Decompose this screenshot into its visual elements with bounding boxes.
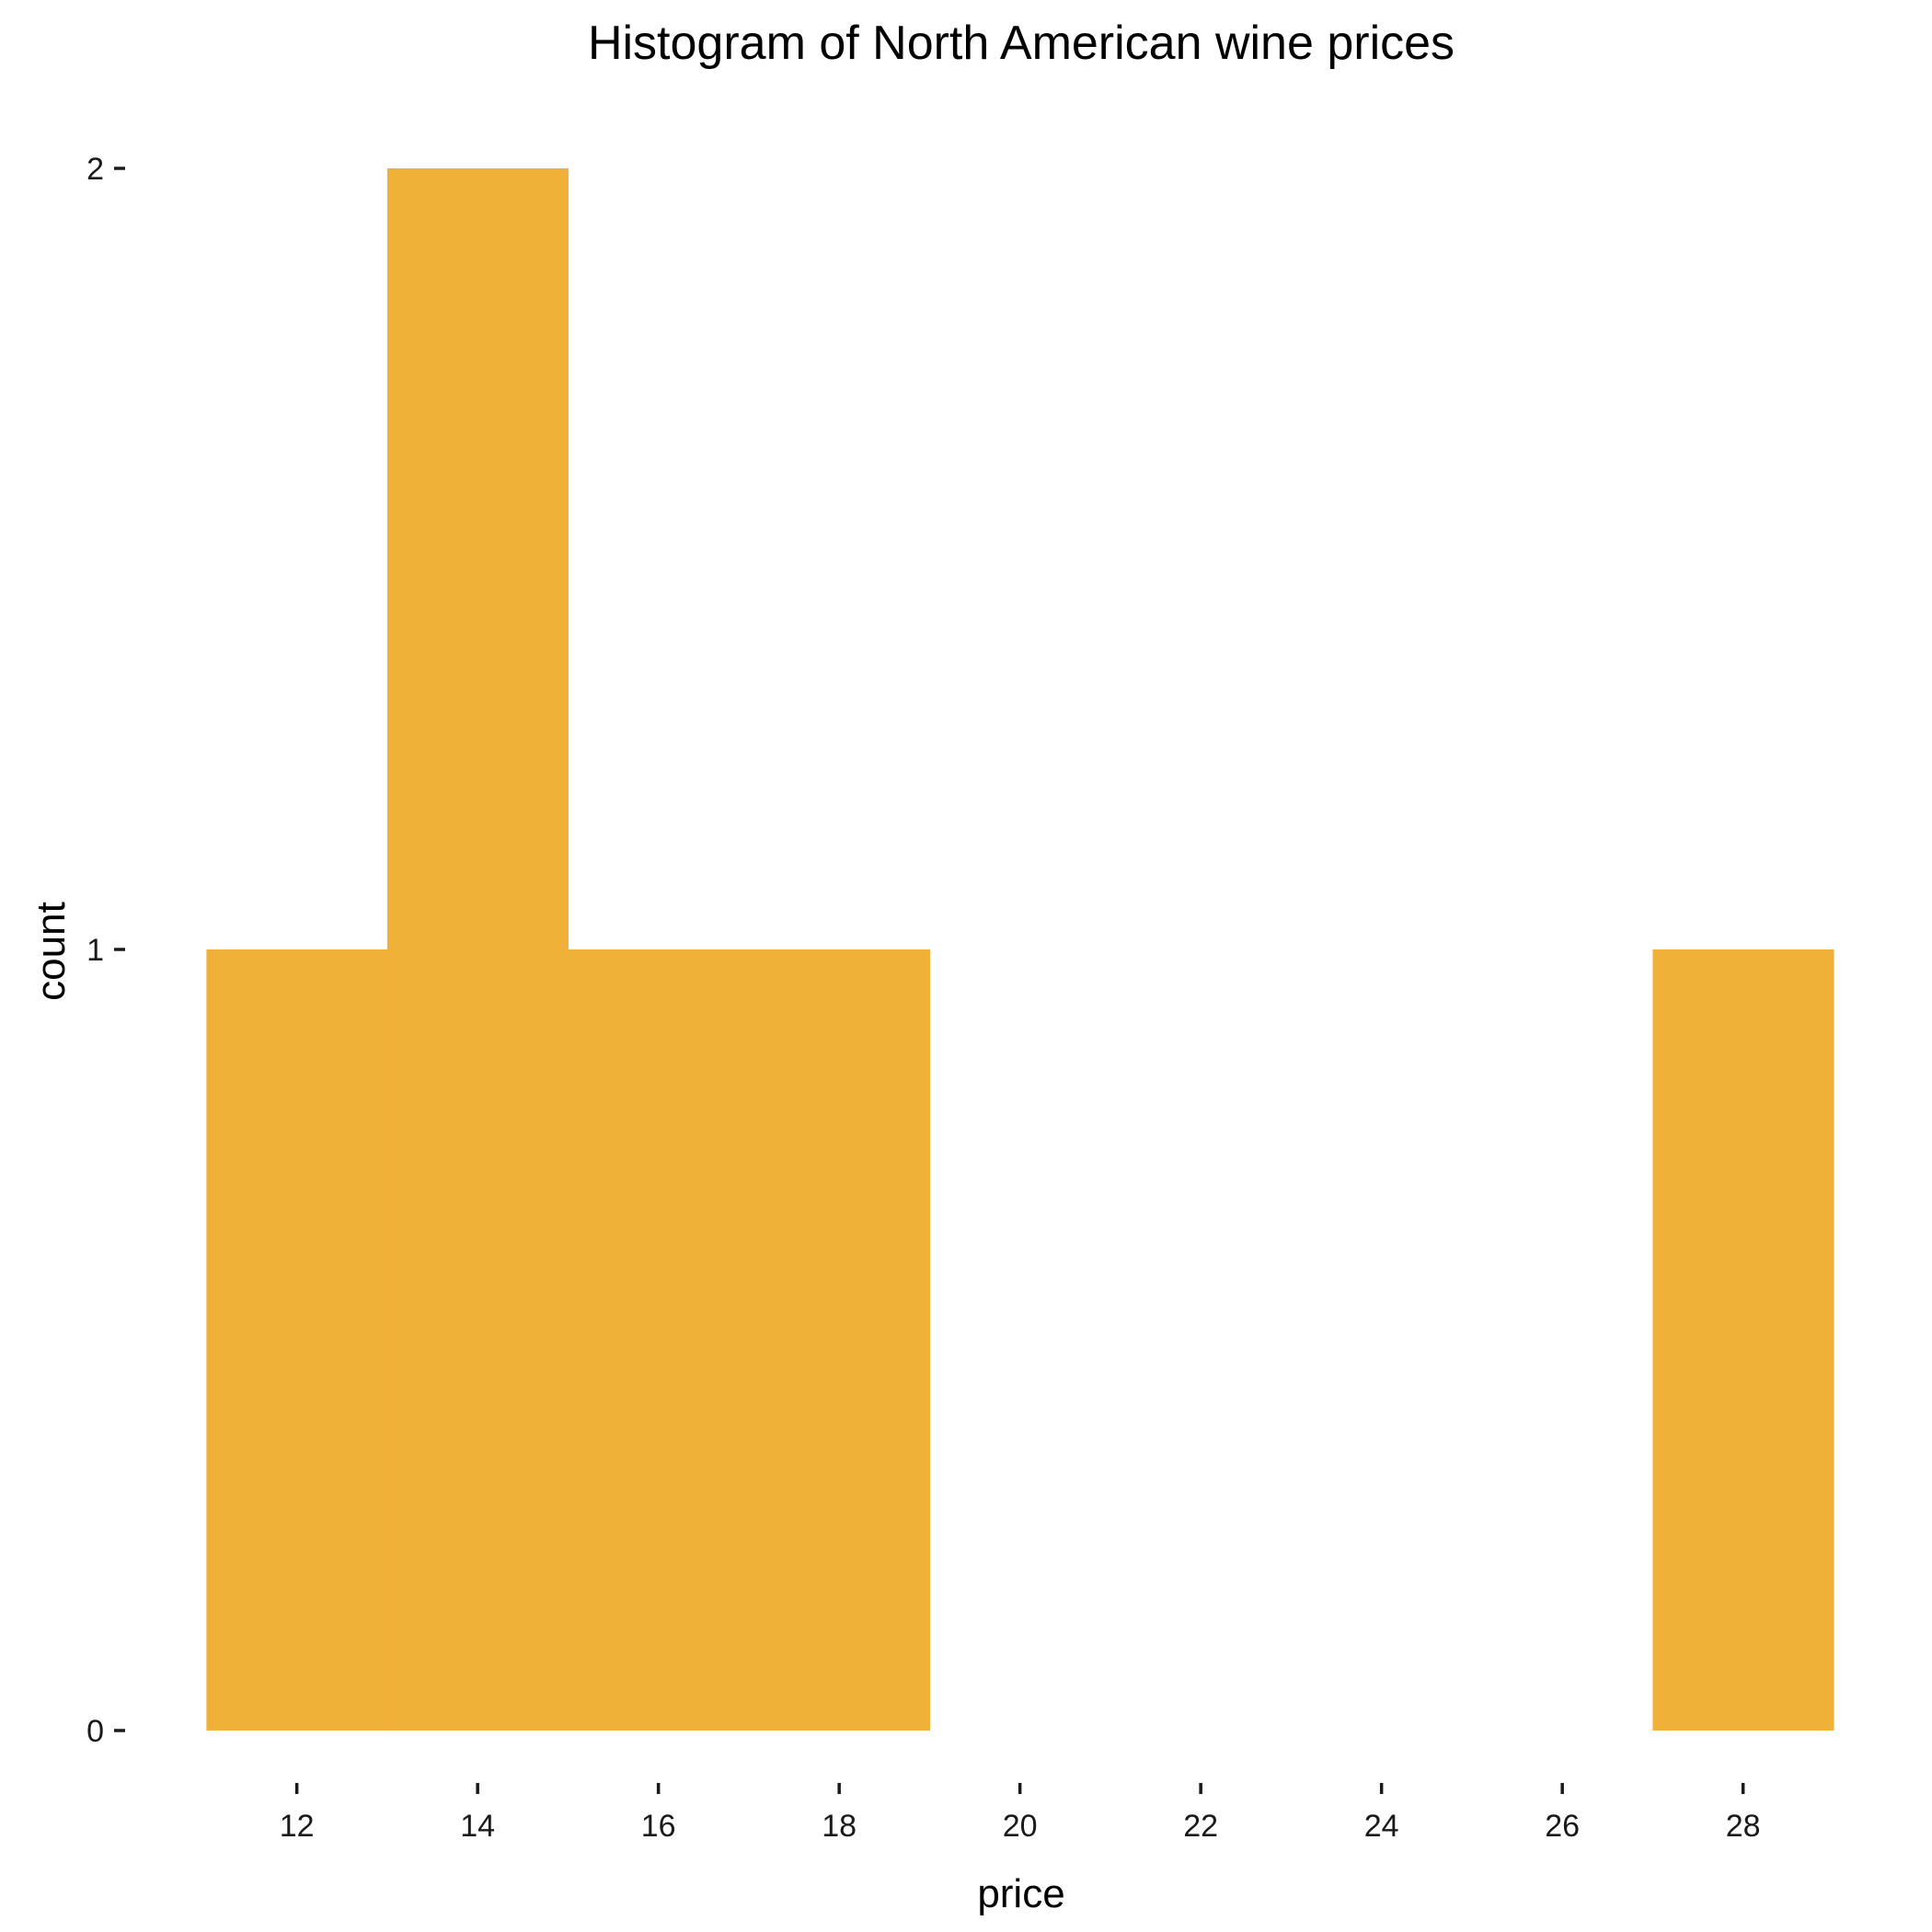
histogram-bar bbox=[748, 949, 930, 1731]
chart-title: Histogram of North American wine prices bbox=[588, 17, 1455, 70]
histogram-bar bbox=[568, 949, 750, 1731]
x-tick-label: 20 bbox=[1003, 1809, 1038, 1844]
x-axis-label: price bbox=[977, 1871, 1064, 1916]
histogram-bar bbox=[206, 949, 388, 1731]
y-axis: 0 1 2 bbox=[86, 152, 125, 1749]
histogram-bar bbox=[1652, 949, 1834, 1731]
x-tick-label: 12 bbox=[280, 1809, 315, 1844]
x-axis: 12 14 16 18 20 22 24 26 28 bbox=[280, 1783, 1761, 1844]
x-tick-label: 18 bbox=[822, 1809, 857, 1844]
histogram-bar bbox=[386, 168, 569, 1731]
bars-layer bbox=[206, 168, 1834, 1731]
x-tick-label: 16 bbox=[641, 1809, 676, 1844]
x-tick-label: 28 bbox=[1726, 1809, 1761, 1844]
y-tick-label: 2 bbox=[86, 152, 104, 187]
x-tick-label: 26 bbox=[1545, 1809, 1580, 1844]
x-tick-label: 22 bbox=[1183, 1809, 1218, 1844]
y-tick-label: 1 bbox=[86, 933, 104, 968]
y-axis-label: count bbox=[29, 902, 74, 1001]
x-tick-label: 14 bbox=[460, 1809, 495, 1844]
x-tick-label: 24 bbox=[1364, 1809, 1399, 1844]
y-tick-label: 0 bbox=[86, 1714, 104, 1749]
